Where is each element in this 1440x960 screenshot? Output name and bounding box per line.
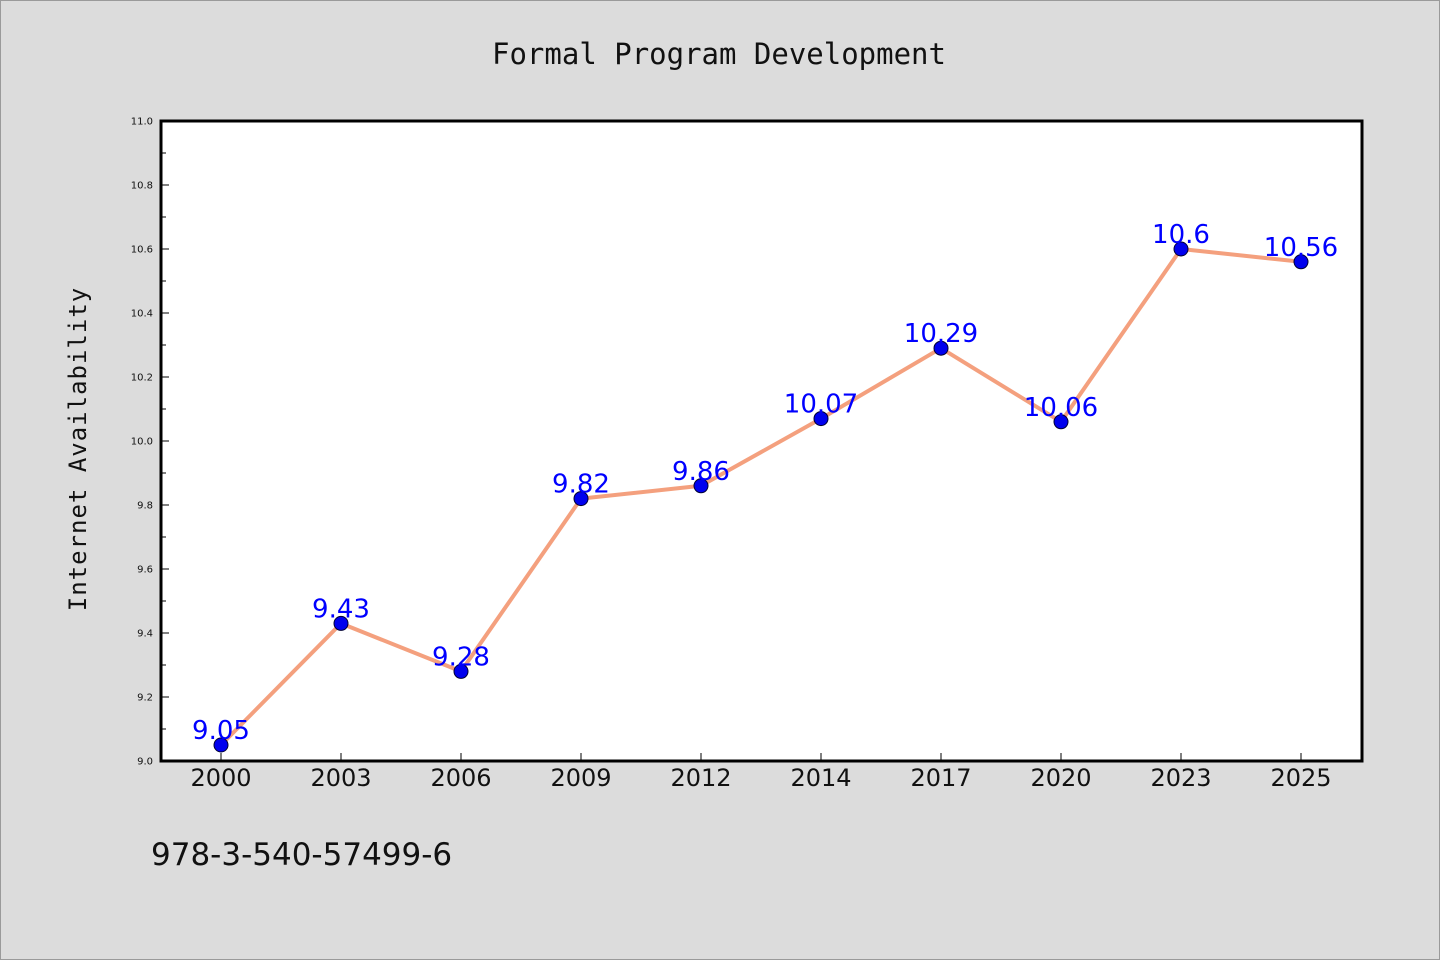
x-tick-label: 2003 <box>310 764 371 792</box>
series-line <box>219 247 1302 747</box>
data-label: 9.82 <box>552 470 610 500</box>
y-axis-label: Internet Availability <box>64 287 92 611</box>
data-point <box>453 663 469 679</box>
data-label: 10.06 <box>1024 393 1098 423</box>
data-point <box>573 491 589 507</box>
data-label: 10.29 <box>904 319 978 349</box>
x-tick-label: 2023 <box>1150 764 1211 792</box>
data-label: 9.05 <box>192 716 250 746</box>
data-point <box>1173 241 1189 257</box>
y-tick-label: 10.2 <box>131 373 153 384</box>
x-tick-label: 2014 <box>790 764 851 792</box>
x-axis: 2000 2003 2006 2009 2012 2014 2017 2020 2023 2025 <box>190 753 1332 792</box>
y-tick-label: 10.4 <box>131 309 153 320</box>
data-label: 10.56 <box>1264 233 1338 263</box>
x-tick-label: 2025 <box>1270 764 1331 792</box>
x-tick-label: 2020 <box>1030 764 1091 792</box>
x-tick-label: 2006 <box>430 764 491 792</box>
chart-title: Formal Program Development <box>492 37 946 71</box>
y-axis: 9.0 9.2 9.4 9.6 9.8 10.0 10.2 10.4 10.6 10.8 11.0 <box>131 117 169 768</box>
x-tick-label: 2009 <box>550 764 611 792</box>
y-tick-label: 9.6 <box>137 565 153 576</box>
series-line-group: 9.05 9.43 9.28 9.82 9.86 10.07 10.29 10.06 10.6 1… <box>192 220 1338 753</box>
y-tick-label: 10.6 <box>131 245 153 256</box>
x-tick-label: 2017 <box>910 764 971 792</box>
data-point <box>693 478 709 494</box>
y-tick-label: 9.8 <box>137 501 153 512</box>
data-label: 9.43 <box>312 594 370 624</box>
data-point <box>333 615 349 631</box>
data-label: 10.07 <box>784 390 858 420</box>
data-label: 10.6 <box>1152 220 1210 250</box>
data-point <box>1053 414 1069 430</box>
x-tick-label: 2012 <box>670 764 731 792</box>
y-tick-label: 9.0 <box>137 757 153 768</box>
plot-area <box>161 121 1362 761</box>
y-tick-label: 10.0 <box>131 437 153 448</box>
y-tick-label: 9.4 <box>137 629 153 640</box>
y-tick-label: 9.2 <box>137 693 153 704</box>
data-label: 9.28 <box>432 642 490 672</box>
data-point <box>1293 254 1309 270</box>
data-point <box>933 340 949 356</box>
isbn-text: 978-3-540-57499-6 <box>151 837 452 873</box>
data-label: 9.86 <box>672 457 730 487</box>
y-tick-label: 11.0 <box>131 117 153 128</box>
plot-frame <box>159 119 1364 763</box>
y-tick-label: 10.8 <box>131 181 153 192</box>
data-point <box>813 411 829 427</box>
data-point <box>213 737 229 753</box>
x-tick-label: 2000 <box>190 764 251 792</box>
